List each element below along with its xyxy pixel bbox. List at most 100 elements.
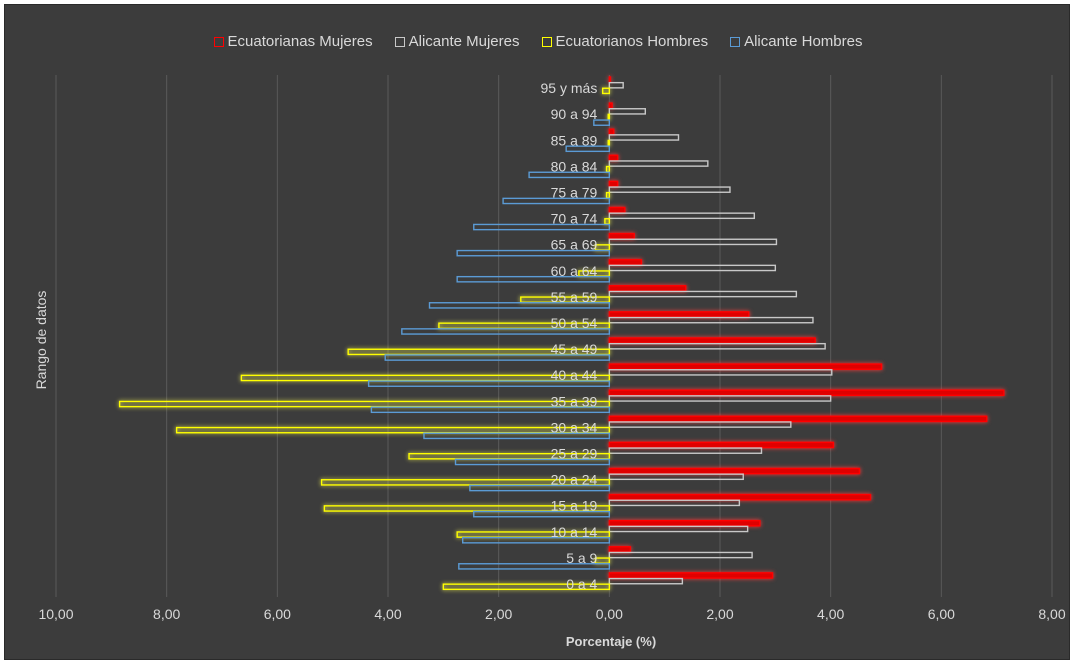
category-label: 50 a 54 [551, 315, 598, 331]
category-label: 70 a 74 [551, 211, 598, 227]
bar [608, 519, 761, 527]
bar [608, 206, 626, 214]
bar [428, 302, 611, 309]
bar [608, 369, 833, 376]
bar [608, 421, 792, 428]
bar [608, 389, 1005, 397]
bar [608, 212, 756, 220]
chart-area: Ecuatorianas Mujeres Alicante Mujeres Ec… [4, 4, 1070, 660]
bar [605, 191, 611, 199]
category-label: 60 a 64 [551, 263, 598, 279]
bar [608, 363, 883, 370]
bar [608, 264, 777, 272]
bar [608, 395, 832, 402]
bar [528, 171, 611, 179]
category-label: 0 a 4 [566, 576, 597, 592]
x-tick-label: 6,00 [264, 606, 291, 622]
bar [608, 441, 835, 449]
category-label: 45 a 49 [551, 341, 598, 357]
bar [608, 342, 826, 350]
bar [608, 311, 750, 318]
bar [608, 467, 861, 475]
bar [608, 415, 988, 423]
bar [608, 258, 643, 266]
chart-plot: 0 a 4 5 a 9 10 a 14 15 a 19 20 a 24 25 a 29 30… [38, 75, 1066, 622]
legend-item-ecuatorianas-mujeres: Ecuatorianas Mujeres [213, 33, 373, 50]
legend-label: Alicante Hombres [744, 33, 863, 50]
bar [607, 113, 611, 121]
legend-swatch-icon [541, 36, 552, 47]
legend-label: Ecuatorianas Mujeres [227, 33, 373, 50]
bar [608, 76, 612, 83]
bar [608, 337, 816, 344]
bar [367, 380, 611, 387]
bar [502, 197, 611, 205]
bar [401, 328, 611, 335]
bar [608, 290, 798, 298]
bar [608, 499, 741, 507]
bar [608, 473, 744, 481]
bar [608, 81, 624, 89]
legend-item-alicante-mujeres: Alicante Mujeres [394, 33, 520, 50]
bar [565, 145, 611, 153]
bar [423, 432, 611, 440]
bar [608, 316, 814, 324]
category-label: 55 a 59 [551, 289, 598, 305]
bar [320, 479, 611, 486]
bar [608, 128, 615, 136]
bar [608, 551, 753, 559]
bar [323, 505, 611, 512]
bar [456, 275, 611, 283]
bar [456, 249, 611, 257]
x-tick-label: 2,00 [485, 606, 512, 622]
bar [608, 525, 749, 533]
x-tick-label: 2,00 [706, 606, 733, 622]
legend-item-alicante-hombres: Alicante Hombres [730, 33, 862, 50]
bar [462, 536, 611, 544]
category-label: 10 a 14 [551, 524, 598, 540]
category-label: 25 a 29 [551, 445, 598, 461]
category-label: 85 a 89 [551, 132, 598, 148]
bar [473, 223, 611, 231]
bar [593, 119, 611, 126]
bar [608, 186, 731, 193]
bar [454, 458, 611, 466]
x-tick-label: 0,00 [596, 606, 623, 622]
bar [608, 285, 687, 292]
category-label: 90 a 94 [551, 106, 598, 122]
category-label: 15 a 19 [551, 498, 598, 514]
bar [608, 493, 872, 501]
bar [458, 563, 611, 570]
bar [608, 238, 778, 246]
bar [608, 577, 684, 585]
bar [608, 232, 635, 240]
bar [442, 583, 611, 591]
bar [605, 165, 611, 173]
bar [608, 572, 774, 579]
legend-label: Alicante Mujeres [408, 33, 520, 50]
x-tick-label: 8,00 [153, 606, 180, 622]
bar [370, 406, 611, 414]
category-label: 30 a 34 [551, 419, 598, 435]
bar [594, 244, 611, 251]
category-label: 65 a 69 [551, 237, 598, 253]
bar [608, 546, 632, 553]
bar [594, 557, 611, 564]
category-label: 95 y más [541, 80, 598, 96]
legend-swatch-icon [730, 36, 741, 47]
bar [608, 134, 680, 141]
x-axis-title: Porcentaje (%) [565, 634, 657, 649]
bar [608, 108, 646, 115]
x-tick-label: 6,00 [928, 606, 955, 622]
legend-label: Ecuatorianos Hombres [555, 33, 709, 50]
bar [469, 484, 611, 492]
x-tick-label: 10,00 [38, 606, 73, 622]
category-label: 5 a 9 [566, 550, 597, 566]
bar [473, 510, 611, 518]
bar [601, 87, 611, 95]
y-axis-title: Rango de datos [33, 290, 49, 390]
x-tick-label: 8,00 [1038, 606, 1065, 622]
bar [608, 180, 619, 188]
bar [604, 218, 611, 225]
category-label: 75 a 79 [551, 184, 598, 200]
